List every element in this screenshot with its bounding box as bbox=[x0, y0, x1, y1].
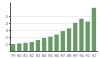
svg-text:85: 85 bbox=[48, 53, 53, 58]
svg-text:.1: .1 bbox=[5, 42, 9, 47]
svg-text:81: 81 bbox=[23, 53, 28, 58]
svg-text:89: 89 bbox=[73, 53, 78, 58]
svg-text:88: 88 bbox=[67, 53, 72, 58]
svg-text:92: 92 bbox=[92, 53, 97, 58]
svg-text:86: 86 bbox=[54, 53, 59, 58]
svg-text:82: 82 bbox=[30, 53, 35, 58]
svg-text:.4: .4 bbox=[5, 21, 9, 26]
svg-text:83: 83 bbox=[36, 53, 41, 58]
svg-text:.3: .3 bbox=[5, 28, 9, 33]
svg-text:80: 80 bbox=[17, 53, 22, 58]
svg-text:79: 79 bbox=[11, 53, 16, 58]
svg-text:87: 87 bbox=[61, 53, 66, 58]
svg-text:91: 91 bbox=[85, 53, 90, 58]
svg-text:.5: .5 bbox=[5, 14, 9, 19]
svg-text:84: 84 bbox=[42, 53, 47, 58]
svg-text:.2: .2 bbox=[5, 35, 9, 40]
svg-text:90: 90 bbox=[79, 53, 84, 58]
